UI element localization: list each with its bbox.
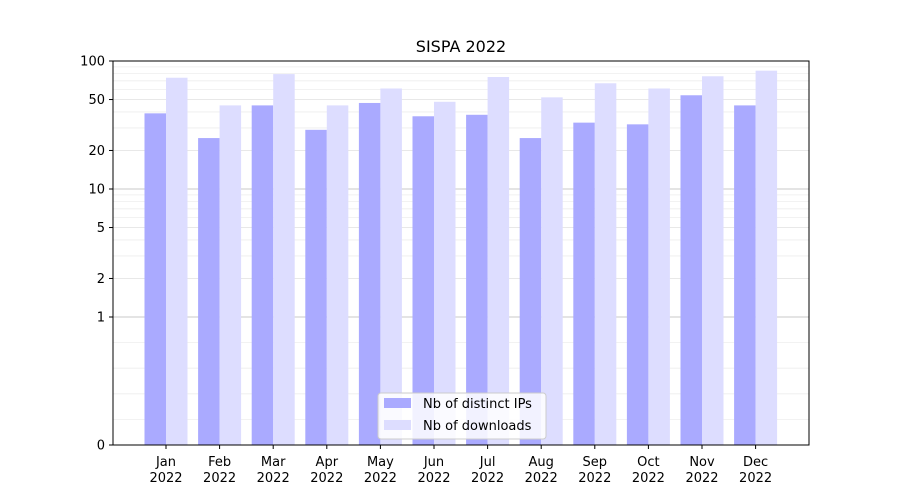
bar-downloads-oct — [648, 88, 670, 445]
x-tick-label-month: Nov — [689, 455, 715, 470]
x-tick-label-year: 2022 — [525, 471, 558, 486]
x-tick-label-month: May — [367, 455, 394, 470]
x-axis-ticks: Jan2022Feb2022Mar2022Apr2022May2022Jun20… — [149, 445, 772, 486]
bar-downloads-may — [380, 88, 402, 445]
bars — [144, 70, 778, 446]
x-tick-label-year: 2022 — [417, 471, 450, 486]
bar-downloads-feb — [219, 105, 242, 446]
x-tick-label-year: 2022 — [739, 471, 772, 486]
x-tick-label-month: Mar — [261, 455, 286, 470]
legend: Nb of distinct IPs Nb of downloads — [377, 392, 547, 440]
bar-distinct-ips-jan — [144, 113, 166, 446]
x-tick-label-year: 2022 — [364, 471, 397, 486]
bar-downloads-jun — [434, 101, 456, 446]
bar-distinct-ips-jun — [412, 116, 434, 446]
legend-label-distinct-ips: Nb of distinct IPs — [423, 397, 532, 412]
bar-distinct-ips-jul — [466, 114, 488, 446]
bar-distinct-ips-may — [358, 102, 381, 446]
bar-downloads-aug — [541, 97, 563, 446]
bar-downloads-sep — [594, 83, 617, 446]
bar-distinct-ips-dec — [734, 105, 756, 446]
legend-swatch-downloads — [384, 420, 411, 430]
x-tick-label-month: Jun — [423, 455, 444, 470]
y-tick-label: 50 — [88, 93, 105, 108]
x-tick-label-month: Aug — [529, 455, 554, 470]
chart-title: SISPA 2022 — [416, 37, 506, 56]
y-tick-label: 20 — [88, 144, 105, 159]
x-tick-label-year: 2022 — [203, 471, 236, 486]
bar-distinct-ips-sep — [573, 122, 595, 445]
y-tick-label: 2 — [97, 272, 105, 287]
legend-box — [377, 392, 547, 440]
x-tick-label-year: 2022 — [149, 471, 182, 486]
y-tick-label: 5 — [97, 221, 105, 236]
bar-downloads-nov — [702, 76, 724, 445]
x-tick-label-year: 2022 — [310, 471, 343, 486]
y-tick-label: 10 — [88, 183, 105, 198]
x-tick-label-year: 2022 — [685, 471, 718, 486]
plot-frame — [112, 60, 810, 446]
y-axis-ticks: 0 1 2 5 10 20 50 100 — [80, 55, 113, 454]
bar-distinct-ips-feb — [198, 138, 220, 446]
y-tick-label: 0 — [97, 439, 105, 454]
x-tick-label-month: Sep — [583, 455, 608, 470]
y-tick-label: 1 — [97, 311, 105, 326]
x-tick-label-month: Apr — [316, 455, 339, 470]
bar-distinct-ips-mar — [251, 105, 274, 446]
x-tick-label-month: Jan — [155, 455, 176, 470]
y-tick-label: 100 — [80, 55, 105, 70]
bar-distinct-ips-nov — [680, 95, 702, 445]
legend-label-downloads: Nb of downloads — [423, 419, 532, 434]
bar-distinct-ips-apr — [305, 129, 327, 445]
x-tick-label-year: 2022 — [471, 471, 504, 486]
x-tick-label-year: 2022 — [632, 471, 665, 486]
bar-downloads-jul — [487, 76, 510, 445]
bar-downloads-jan — [166, 77, 188, 445]
bar-distinct-ips-oct — [626, 124, 649, 445]
x-tick-label-year: 2022 — [578, 471, 611, 486]
bar-downloads-mar — [273, 74, 295, 445]
bar-downloads-dec — [755, 70, 778, 445]
axes — [112, 60, 810, 446]
legend-swatch-distinct-ips — [384, 398, 411, 408]
x-tick-label-year: 2022 — [257, 471, 290, 486]
x-tick-label-month: Dec — [743, 455, 768, 470]
x-tick-label-month: Jul — [479, 455, 496, 470]
bar-distinct-ips-aug — [519, 138, 542, 446]
x-tick-label-month: Oct — [637, 455, 659, 470]
x-tick-label-month: Feb — [208, 455, 231, 470]
bar-downloads-apr — [326, 105, 349, 446]
